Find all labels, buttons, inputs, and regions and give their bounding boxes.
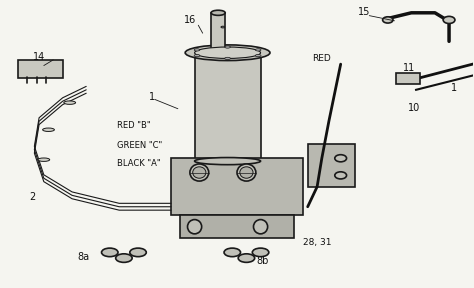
Ellipse shape [116, 254, 132, 262]
Ellipse shape [255, 49, 261, 51]
Text: 8a: 8a [78, 252, 90, 262]
Ellipse shape [195, 158, 261, 165]
Text: 1: 1 [451, 84, 457, 93]
Text: RED: RED [312, 54, 331, 63]
Text: 28, 31: 28, 31 [303, 238, 331, 247]
Bar [181, 215, 293, 238]
Ellipse shape [224, 248, 240, 257]
Ellipse shape [225, 46, 230, 48]
Ellipse shape [194, 49, 200, 51]
Ellipse shape [335, 172, 346, 179]
Ellipse shape [252, 248, 269, 257]
Text: 16: 16 [184, 15, 196, 25]
Text: 8b: 8b [257, 256, 269, 266]
Text: 10: 10 [408, 103, 420, 113]
FancyBboxPatch shape [396, 73, 420, 84]
Ellipse shape [255, 54, 261, 57]
Ellipse shape [211, 10, 225, 15]
Ellipse shape [64, 101, 76, 104]
Ellipse shape [443, 16, 455, 24]
Ellipse shape [185, 45, 270, 60]
Ellipse shape [193, 167, 206, 178]
Text: GREEN "C": GREEN "C" [117, 141, 162, 150]
Ellipse shape [240, 167, 253, 178]
Ellipse shape [225, 57, 230, 60]
Ellipse shape [195, 47, 261, 58]
Ellipse shape [237, 164, 256, 181]
FancyBboxPatch shape [18, 60, 63, 78]
Ellipse shape [190, 164, 209, 181]
Text: 1: 1 [149, 92, 155, 102]
Ellipse shape [254, 219, 268, 234]
Ellipse shape [221, 26, 225, 28]
Ellipse shape [38, 158, 50, 161]
Text: RED "B": RED "B" [117, 121, 150, 130]
Ellipse shape [101, 248, 118, 257]
Bar [308, 144, 355, 187]
Ellipse shape [188, 219, 201, 234]
Ellipse shape [43, 128, 55, 131]
Ellipse shape [335, 155, 346, 162]
Text: 15: 15 [358, 7, 370, 17]
FancyBboxPatch shape [211, 13, 225, 53]
Ellipse shape [238, 254, 255, 262]
Text: 14: 14 [33, 52, 45, 62]
Ellipse shape [195, 48, 261, 58]
Ellipse shape [130, 248, 146, 257]
Ellipse shape [383, 17, 393, 23]
Text: 11: 11 [403, 63, 415, 73]
Text: BLACK "A": BLACK "A" [117, 159, 161, 168]
Bar [171, 158, 303, 215]
Ellipse shape [194, 54, 200, 57]
Text: 2: 2 [29, 192, 35, 202]
Bar [195, 53, 261, 161]
